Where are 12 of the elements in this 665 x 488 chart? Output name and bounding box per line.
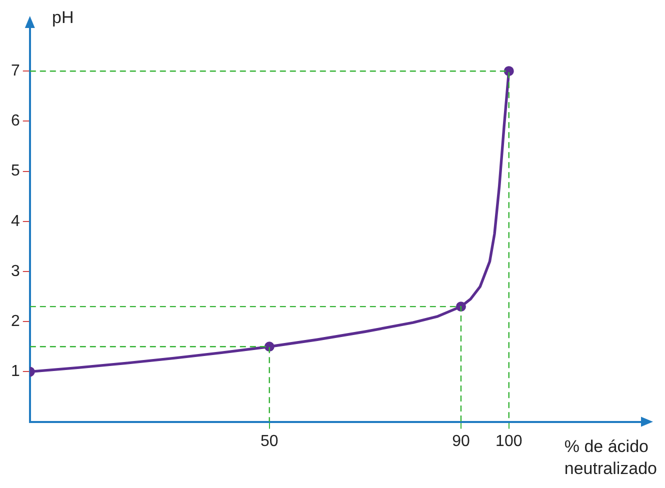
y-tick-label: 7 [10,62,20,80]
y-tick-label: 1 [10,363,20,380]
x-tick-label: 90 [452,432,470,450]
x-axis-title: % de ácido neutralizado [564,436,657,480]
y-tick-label: 5 [10,162,20,180]
x-tick-label: 100 [496,432,522,450]
y-tick-label: 6 [10,112,20,130]
y-tick-label: 2 [10,313,20,330]
y-tick-label: 3 [10,262,20,280]
y-tick-label: 4 [10,212,20,230]
y-axis-title: pH [52,8,74,28]
x-tick-label: 50 [260,432,278,450]
